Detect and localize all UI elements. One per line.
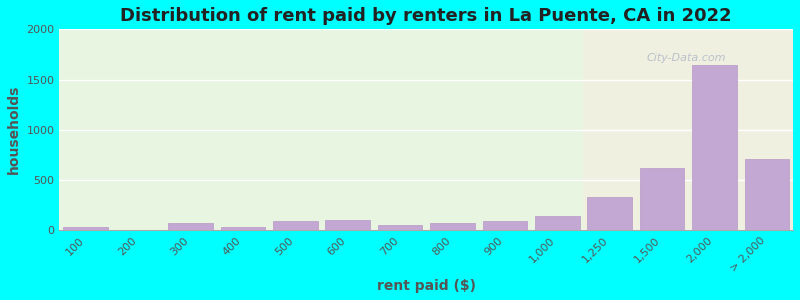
Bar <box>583 29 793 230</box>
Bar <box>326 220 370 230</box>
Bar <box>745 159 789 230</box>
Title: Distribution of rent paid by renters in La Puente, CA in 2022: Distribution of rent paid by renters in … <box>121 7 732 25</box>
Bar <box>430 223 474 230</box>
Bar <box>692 65 737 230</box>
Bar <box>587 197 632 230</box>
Bar <box>482 220 527 230</box>
Bar <box>640 168 684 230</box>
Bar <box>273 221 318 230</box>
Text: City-Data.com: City-Data.com <box>646 53 726 63</box>
Bar <box>535 216 579 230</box>
Bar <box>59 29 583 230</box>
Bar <box>221 227 265 230</box>
Bar <box>378 225 422 230</box>
Y-axis label: households: households <box>7 85 21 174</box>
Bar <box>63 227 108 230</box>
X-axis label: rent paid ($): rent paid ($) <box>377 279 476 293</box>
Bar <box>168 223 213 230</box>
